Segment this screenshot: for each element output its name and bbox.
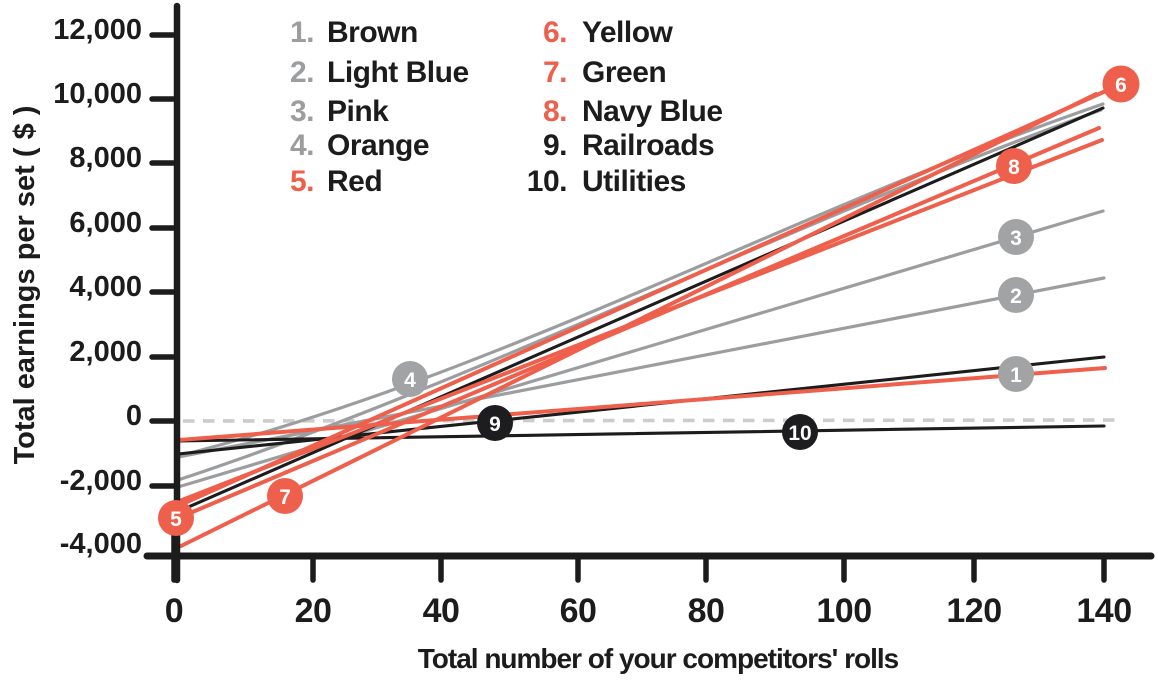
- svg-text:140: 140: [1076, 592, 1131, 630]
- svg-text:7: 7: [279, 486, 291, 509]
- svg-text:10.: 10.: [527, 165, 567, 198]
- svg-text:0: 0: [165, 592, 183, 630]
- svg-text:6.: 6.: [543, 16, 567, 49]
- svg-text:1.: 1.: [290, 16, 314, 49]
- svg-text:Total number of your competito: Total number of your competitors' rolls: [418, 643, 899, 674]
- svg-text:Green: Green: [582, 56, 666, 89]
- svg-text:-4,000: -4,000: [60, 528, 142, 560]
- svg-text:10,000: 10,000: [53, 78, 142, 110]
- svg-text:2,000: 2,000: [69, 336, 142, 368]
- svg-text:3: 3: [1010, 227, 1022, 250]
- svg-text:9.: 9.: [543, 129, 567, 162]
- svg-text:120: 120: [946, 592, 1001, 630]
- svg-text:0: 0: [126, 400, 142, 432]
- svg-text:8: 8: [1008, 156, 1020, 179]
- svg-text:Railroads: Railroads: [582, 129, 714, 162]
- svg-text:4,000: 4,000: [69, 271, 142, 303]
- svg-text:5: 5: [170, 508, 182, 531]
- svg-text:2.: 2.: [290, 56, 314, 89]
- svg-text:Navy Blue: Navy Blue: [582, 95, 723, 128]
- svg-text:Red: Red: [327, 165, 382, 198]
- svg-text:8.: 8.: [543, 95, 567, 128]
- svg-text:-2,000: -2,000: [60, 465, 142, 497]
- svg-text:2: 2: [1010, 285, 1022, 308]
- svg-text:Brown: Brown: [327, 16, 418, 49]
- svg-text:40: 40: [423, 592, 460, 630]
- svg-text:9: 9: [489, 413, 501, 436]
- svg-text:7.: 7.: [543, 56, 567, 89]
- svg-text:1: 1: [1010, 364, 1022, 387]
- svg-text:Yellow: Yellow: [582, 16, 674, 49]
- svg-text:5.: 5.: [290, 165, 314, 198]
- svg-text:Light Blue: Light Blue: [327, 56, 469, 89]
- svg-text:Utilities: Utilities: [582, 165, 686, 198]
- svg-text:6: 6: [1115, 74, 1127, 97]
- svg-text:6,000: 6,000: [69, 207, 142, 239]
- svg-text:20: 20: [295, 592, 332, 630]
- svg-text:4.: 4.: [290, 129, 314, 162]
- svg-text:100: 100: [816, 592, 871, 630]
- svg-text:8,000: 8,000: [69, 142, 142, 174]
- svg-text:Orange: Orange: [327, 129, 429, 162]
- svg-text:60: 60: [560, 592, 597, 630]
- svg-text:4: 4: [404, 369, 416, 392]
- svg-text:80: 80: [688, 592, 725, 630]
- svg-text:10: 10: [788, 422, 811, 445]
- svg-text:3.: 3.: [290, 95, 314, 128]
- svg-text:Pink: Pink: [327, 95, 389, 128]
- svg-text:Total earnings per set ( $ ): Total earnings per set ( $ ): [9, 106, 41, 465]
- svg-text:12,000: 12,000: [53, 14, 142, 46]
